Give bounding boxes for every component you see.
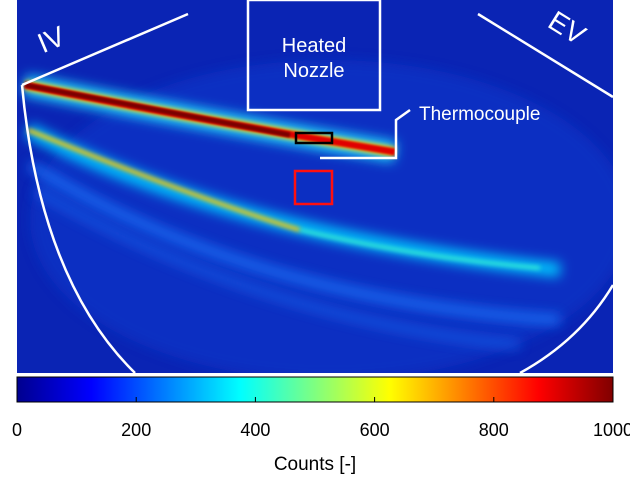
colorbar-tick-label: 600	[360, 420, 390, 440]
boundary-lines	[17, 0, 615, 377]
colorbar-tick-label: 1000	[593, 420, 630, 440]
colorbar-label: Counts [-]	[274, 454, 356, 475]
colorbar-tick-label: 0	[12, 420, 22, 440]
reference-box	[293, 169, 334, 206]
colorbar-tick-label: 800	[479, 420, 509, 440]
thermocouple-label: Thermocouple	[419, 104, 540, 125]
fluorescence-image	[17, 0, 613, 373]
nozzle-label-box: Heated Nozzle	[281, 35, 347, 82]
colorbar-tick-label: 400	[240, 420, 270, 440]
colorbar-tick-label: 200	[121, 420, 151, 440]
measurement-box	[294, 131, 334, 145]
nozzle-label: Heated Nozzle	[281, 35, 347, 82]
colorbar	[16, 376, 614, 403]
